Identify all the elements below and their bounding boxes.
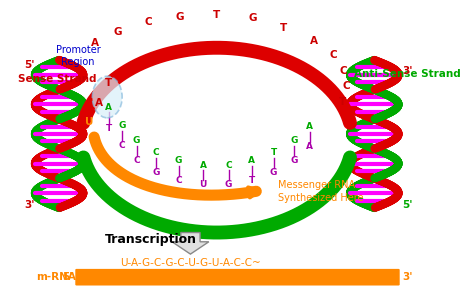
Text: A: A: [94, 98, 102, 108]
Text: T: T: [271, 148, 277, 157]
Text: C: C: [133, 156, 140, 165]
Text: 5': 5': [62, 272, 72, 282]
Text: U-A-G-C-G-C-U-G-U-A-C-C~: U-A-G-C-G-C-U-G-U-A-C-C~: [120, 258, 261, 268]
FancyBboxPatch shape: [75, 269, 400, 286]
Text: C: C: [175, 176, 182, 185]
Text: U: U: [85, 117, 94, 127]
Text: Anti-Sense Strand: Anti-Sense Strand: [354, 69, 460, 79]
Text: G: G: [225, 180, 232, 189]
Text: C: C: [118, 141, 125, 151]
Text: T: T: [213, 10, 220, 20]
Text: 5': 5': [402, 200, 412, 210]
Text: G: G: [133, 136, 140, 145]
Text: T: T: [280, 23, 287, 33]
Text: Promoter
Region: Promoter Region: [55, 45, 100, 67]
Text: C: C: [340, 66, 347, 76]
Text: G: G: [270, 168, 277, 177]
Text: 5': 5': [25, 60, 35, 70]
Text: G: G: [291, 156, 298, 165]
Text: A: A: [91, 38, 100, 47]
Text: C: C: [330, 50, 337, 60]
Text: A: A: [200, 160, 207, 170]
Text: Messenger RNA
Synthesized Here: Messenger RNA Synthesized Here: [278, 180, 364, 203]
Ellipse shape: [92, 76, 122, 118]
Text: G: G: [152, 168, 160, 177]
Text: 3': 3': [25, 200, 35, 210]
Text: A: A: [310, 36, 319, 46]
Text: A: A: [105, 103, 112, 112]
Text: C: C: [342, 81, 350, 91]
Text: Transcription: Transcription: [105, 233, 197, 246]
Text: G: G: [118, 121, 126, 131]
Text: T: T: [248, 176, 255, 185]
Text: Sense Strand: Sense Strand: [18, 75, 97, 84]
Text: G: G: [175, 156, 182, 165]
Text: G: G: [113, 27, 121, 37]
Text: A: A: [307, 142, 313, 151]
Text: T: T: [104, 78, 112, 88]
Text: G: G: [291, 136, 298, 145]
Text: U: U: [200, 180, 207, 189]
Text: m-RNA: m-RNA: [36, 272, 76, 282]
Text: T: T: [339, 97, 346, 107]
Text: C: C: [225, 160, 232, 170]
Text: G: G: [249, 14, 257, 23]
Text: T: T: [105, 124, 112, 133]
Text: 3': 3': [402, 272, 412, 282]
Text: A: A: [248, 156, 255, 165]
Text: A: A: [307, 122, 313, 132]
Polygon shape: [172, 233, 209, 254]
Text: C: C: [144, 17, 152, 27]
Text: 3': 3': [402, 66, 412, 76]
Text: C: C: [153, 148, 159, 157]
Text: G: G: [175, 12, 184, 22]
